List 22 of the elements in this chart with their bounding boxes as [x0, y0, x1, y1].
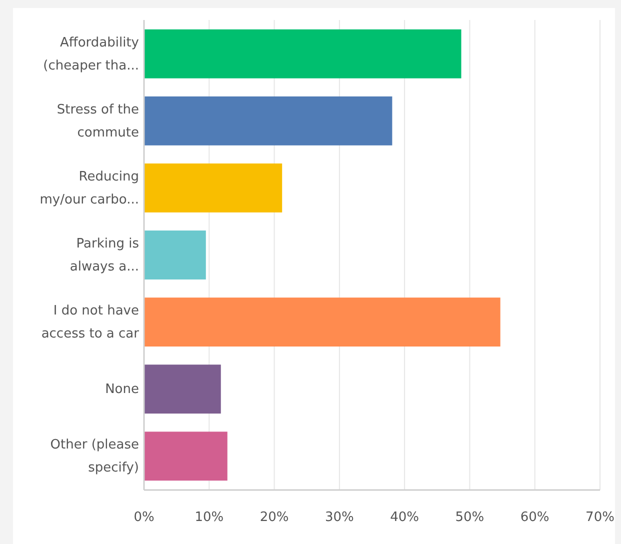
y-tick-label: I do not have access to a car — [41, 303, 140, 342]
bar — [144, 29, 462, 78]
y-tick-label: None — [105, 382, 139, 397]
bar — [144, 230, 206, 280]
bar — [144, 163, 282, 212]
y-tick-label: Stress of the commute — [56, 102, 139, 140]
bar — [144, 432, 228, 481]
x-tick-label: 30% — [324, 510, 354, 525]
bar — [144, 96, 392, 146]
y-tick-label: Other (please specify) — [50, 437, 139, 476]
bar — [144, 298, 500, 347]
x-tick-label: 40% — [390, 510, 420, 525]
x-tick-label: 50% — [455, 510, 484, 525]
x-tick-label: 60% — [520, 510, 550, 525]
x-tick-label: 70% — [586, 510, 614, 525]
bar — [144, 364, 221, 414]
y-tick-label: Parking is always a... — [70, 236, 140, 274]
x-tick-label: 0% — [134, 510, 154, 525]
x-tick-label: 10% — [194, 510, 224, 525]
x-tick-label: 20% — [260, 510, 289, 525]
y-tick-label: Reducing my/our carbo... — [40, 168, 139, 207]
y-tick-label: Affordability (cheaper tha... — [43, 34, 140, 73]
